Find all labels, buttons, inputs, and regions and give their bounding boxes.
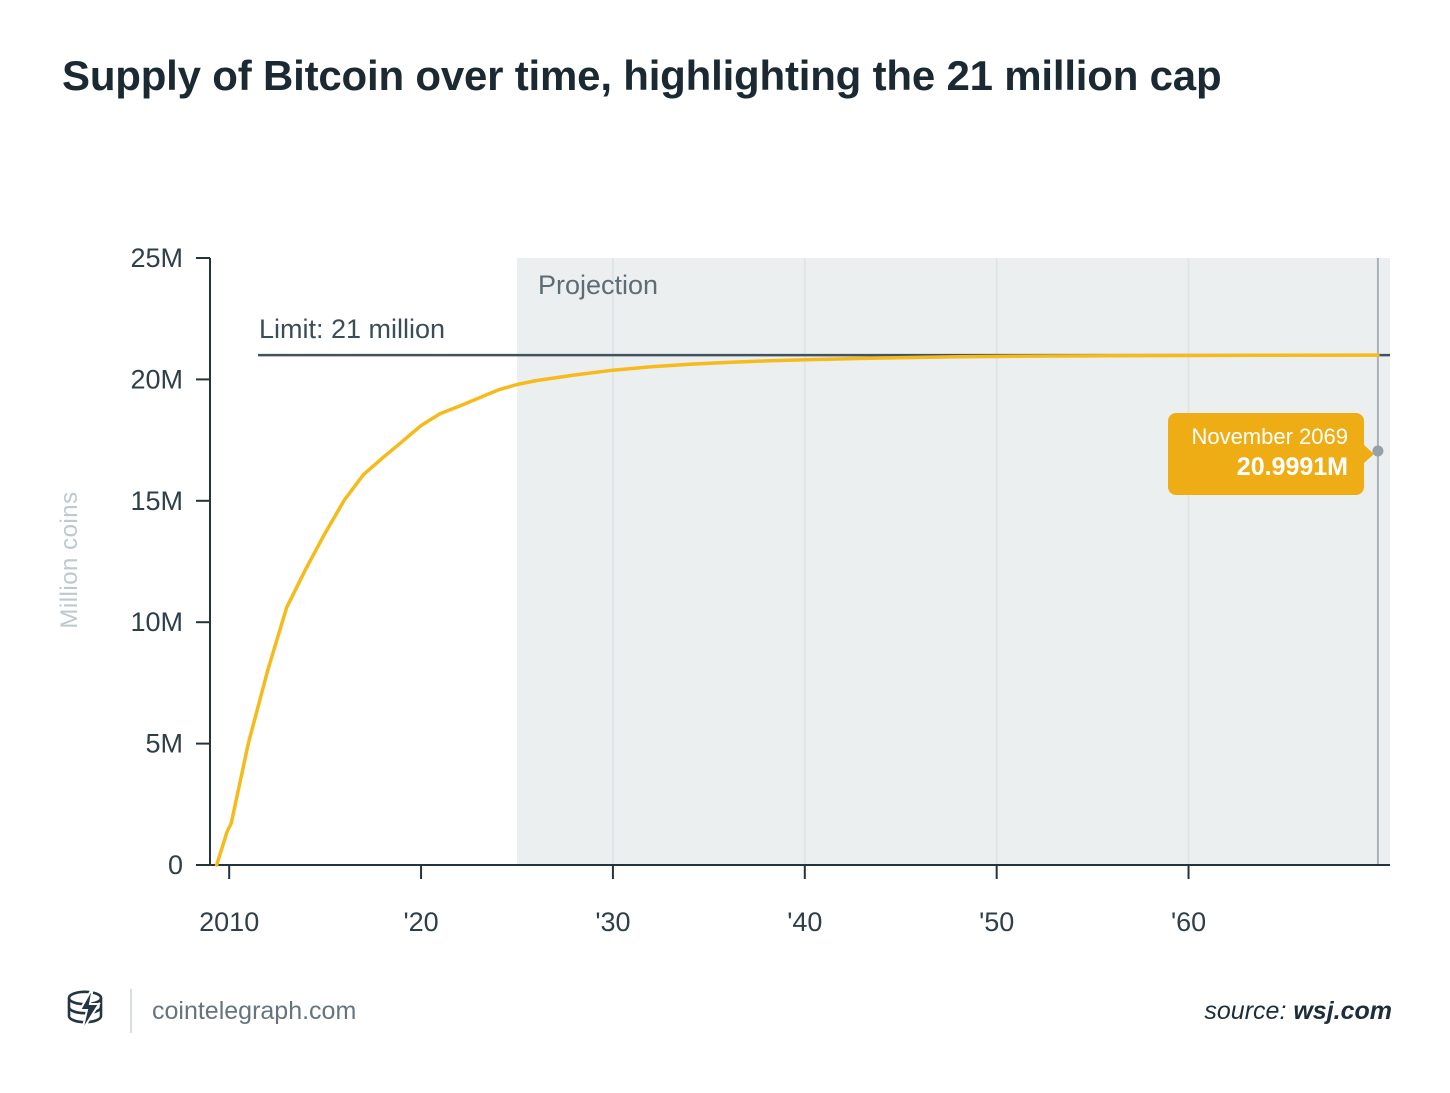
source-link[interactable]: source: wsj.com bbox=[1204, 997, 1392, 1026]
source-prefix: source: bbox=[1204, 996, 1287, 1025]
x-tick-label: '30 bbox=[595, 907, 630, 937]
y-axis-title: Million coins bbox=[56, 491, 83, 629]
cointelegraph-link[interactable]: cointelegraph.com bbox=[152, 996, 357, 1025]
x-tick-label: '50 bbox=[979, 907, 1014, 937]
y-tick-label: 0 bbox=[168, 850, 183, 880]
footer-divider bbox=[130, 989, 132, 1033]
x-tick-label: '60 bbox=[1171, 907, 1206, 937]
marker-dot bbox=[1372, 445, 1384, 457]
y-tick-label: 10M bbox=[130, 607, 183, 637]
supply-line bbox=[214, 353, 1380, 867]
chart-tooltip: November 2069 20.9991M bbox=[1168, 413, 1364, 495]
tooltip-date: November 2069 bbox=[1191, 424, 1348, 449]
tooltip-value: 20.9991M bbox=[1236, 453, 1348, 481]
x-tick-label: '20 bbox=[403, 907, 438, 937]
footer-branding: cointelegraph.com bbox=[62, 986, 356, 1037]
footer: cointelegraph.com source: wsj.com bbox=[62, 982, 1392, 1040]
limit-label: Limit: 21 million bbox=[259, 314, 446, 344]
y-tick-label: 25M bbox=[130, 243, 183, 273]
y-tick-label: 5M bbox=[145, 729, 183, 759]
chart-title: Supply of Bitcoin over time, highlightin… bbox=[62, 52, 1222, 99]
x-tick-label: 2010 bbox=[199, 907, 259, 937]
projection-region bbox=[516, 258, 1390, 865]
source-name: wsj.com bbox=[1293, 996, 1392, 1025]
cointelegraph-logo-icon bbox=[62, 986, 110, 1037]
y-tick-label: 20M bbox=[130, 364, 183, 394]
y-tick-label: 15M bbox=[130, 486, 183, 516]
projection-label: Projection bbox=[538, 270, 659, 300]
x-tick-label: '40 bbox=[787, 907, 822, 937]
